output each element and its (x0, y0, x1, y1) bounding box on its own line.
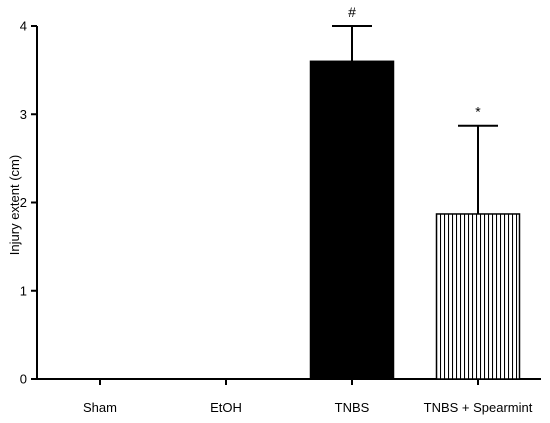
x-tick-label: TNBS + Spearmint (424, 400, 533, 415)
x-tick-label: TNBS (335, 400, 370, 415)
y-tick-label: 0 (20, 372, 27, 387)
x-tick-label: EtOH (210, 400, 242, 415)
significance-marker: * (475, 104, 481, 120)
x-tick-label: Sham (83, 400, 117, 415)
y-tick-label: 1 (20, 283, 27, 298)
y-tick-label: 3 (20, 107, 27, 122)
y-tick-label: 2 (20, 195, 27, 210)
bars (309, 25, 521, 380)
significance-marker: # (348, 4, 356, 20)
y-tick-label: 4 (20, 19, 27, 34)
y-axis-label: Injury extent (cm) (7, 155, 22, 255)
bar (309, 60, 395, 380)
labels: 0 1 2 3 4 Sham EtOH TNBS # TNBS + Spearmint * (20, 4, 533, 415)
bar (435, 213, 521, 380)
